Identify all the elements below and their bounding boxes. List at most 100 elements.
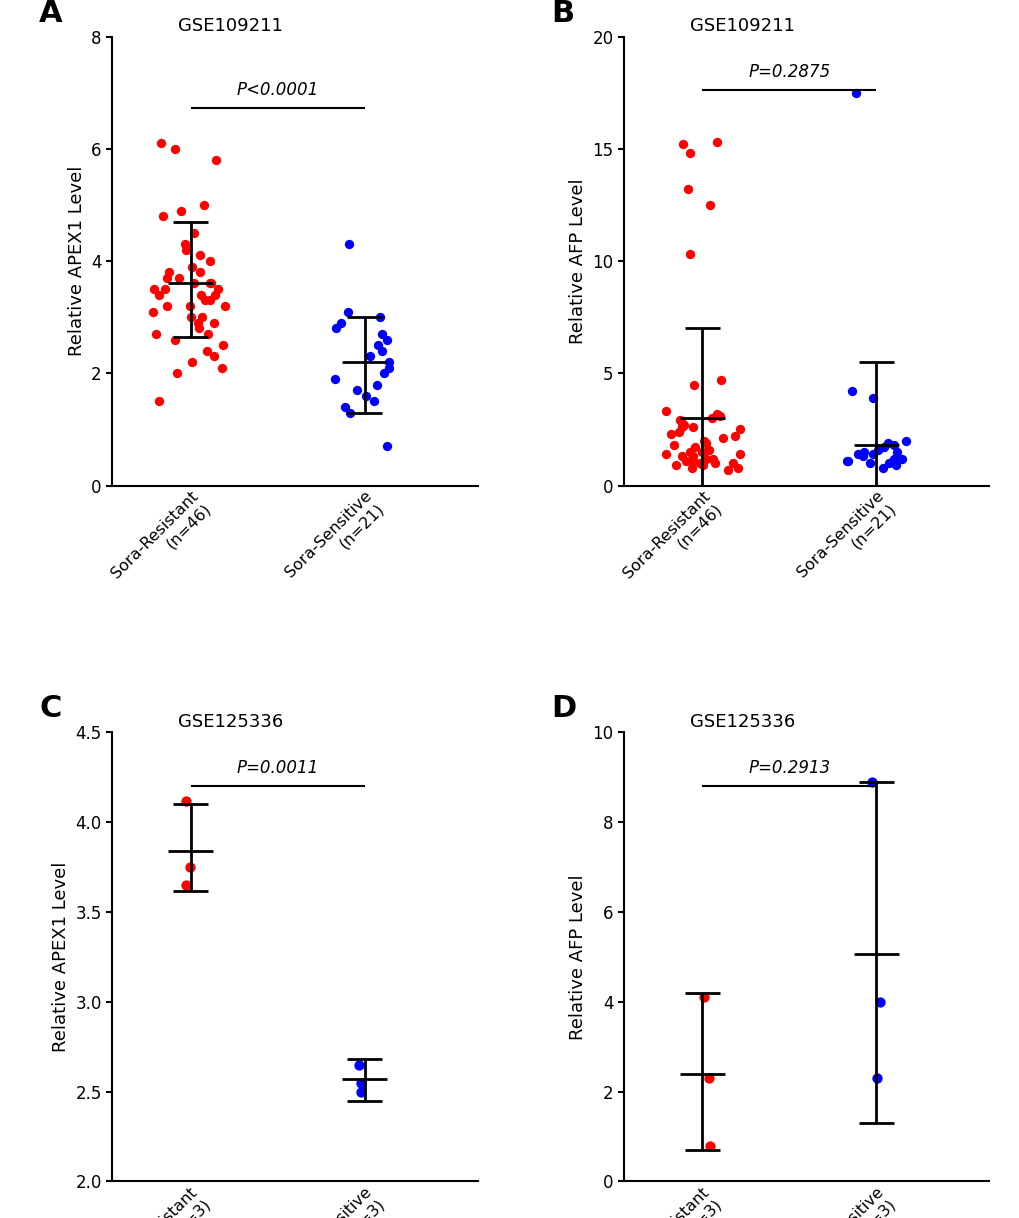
Point <box>864 389 880 408</box>
Point <box>197 291 213 311</box>
Point <box>671 421 687 441</box>
Point <box>719 460 736 480</box>
Point <box>657 445 674 464</box>
Point <box>368 375 384 395</box>
Point <box>337 397 354 417</box>
Point <box>210 279 226 298</box>
Point <box>873 458 890 477</box>
Point <box>177 234 194 253</box>
Point <box>159 268 175 287</box>
Point <box>146 279 162 298</box>
Point <box>166 330 182 350</box>
Point <box>201 291 217 311</box>
Point <box>697 434 713 453</box>
Point <box>182 857 199 877</box>
Point <box>886 449 902 469</box>
Text: B: B <box>550 0 574 28</box>
Point <box>381 352 397 371</box>
Point <box>698 449 714 469</box>
Point <box>864 445 880 464</box>
Point <box>213 358 229 378</box>
Point <box>731 445 747 464</box>
Point <box>695 456 711 475</box>
Point <box>672 410 688 430</box>
Point <box>168 363 184 382</box>
Point <box>844 381 860 401</box>
Point <box>151 285 167 304</box>
Point <box>353 1082 369 1101</box>
Point <box>167 139 183 158</box>
Point <box>879 434 896 453</box>
Point <box>685 375 701 395</box>
Point <box>863 772 879 792</box>
Point <box>207 150 223 169</box>
Point <box>682 442 698 462</box>
Point <box>177 240 194 259</box>
Point <box>854 447 870 466</box>
Y-axis label: Relative APEX1 Level: Relative APEX1 Level <box>67 166 86 356</box>
Point <box>161 263 177 283</box>
Point <box>684 451 700 470</box>
Point <box>674 418 690 437</box>
Point <box>657 402 674 421</box>
Point <box>708 133 725 152</box>
Point <box>380 358 396 378</box>
Point <box>217 296 233 315</box>
Point <box>667 456 684 475</box>
Point <box>870 993 887 1012</box>
Point <box>153 134 169 153</box>
Y-axis label: Relative APEX1 Level: Relative APEX1 Level <box>52 862 69 1052</box>
Point <box>732 420 748 440</box>
Point <box>683 458 699 477</box>
Text: P=0.2913: P=0.2913 <box>747 759 829 777</box>
Point <box>341 403 358 423</box>
Point <box>701 195 717 214</box>
Point <box>202 274 218 294</box>
Point <box>332 313 348 333</box>
Point <box>701 1136 717 1156</box>
Point <box>682 144 698 163</box>
Text: C: C <box>39 694 61 723</box>
Point <box>185 274 202 294</box>
Point <box>691 453 707 473</box>
Point <box>340 234 357 253</box>
Point <box>192 246 208 266</box>
Point <box>207 285 223 304</box>
Point <box>378 330 394 350</box>
Point <box>711 406 728 425</box>
Point <box>674 134 690 153</box>
Point <box>351 1055 367 1074</box>
Point <box>699 440 715 459</box>
Text: P<0.0001: P<0.0001 <box>236 82 318 100</box>
Point <box>358 386 374 406</box>
Point <box>676 415 692 435</box>
Point <box>884 435 901 454</box>
Text: GSE109211: GSE109211 <box>689 17 794 35</box>
Point <box>680 179 696 199</box>
Point <box>849 445 865 464</box>
Point <box>366 392 382 412</box>
Point <box>177 790 194 810</box>
Y-axis label: Relative AFP Level: Relative AFP Level <box>569 178 586 343</box>
Point <box>847 83 863 102</box>
Point <box>185 223 202 242</box>
Text: A: A <box>39 0 62 28</box>
Point <box>729 458 745 477</box>
Point <box>898 431 914 451</box>
Y-axis label: Relative AFP Level: Relative AFP Level <box>569 875 586 1040</box>
Point <box>190 313 206 333</box>
Point <box>151 392 167 412</box>
Point <box>674 447 690 466</box>
Point <box>861 453 877 473</box>
Point <box>695 431 711 451</box>
Point <box>159 296 175 315</box>
Point <box>700 1068 716 1088</box>
Point <box>196 195 212 214</box>
Point <box>148 324 164 343</box>
Point <box>695 988 711 1007</box>
Point <box>684 418 700 437</box>
Point <box>713 429 730 448</box>
Text: GSE125336: GSE125336 <box>178 713 283 731</box>
Point <box>206 347 222 367</box>
Point <box>674 413 690 432</box>
